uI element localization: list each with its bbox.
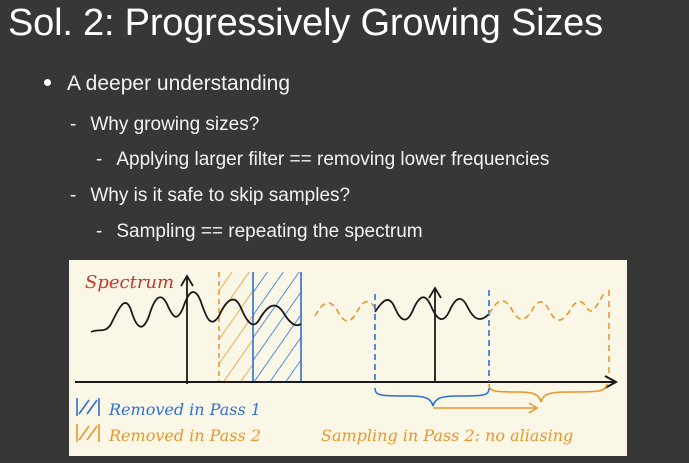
blue-hatch-region	[253, 272, 301, 382]
bullet-dot-icon	[44, 78, 51, 86]
blue-brace	[374, 387, 490, 407]
bullet-text: Sampling == repeating the spectrum	[116, 221, 423, 242]
spectrum-replica-right	[488, 291, 606, 321]
dash-marker: -	[96, 149, 103, 170]
bullet-text: A deeper understanding	[67, 72, 291, 95]
bullet-level3-sampling: - Sampling == repeating the spectrum	[96, 221, 423, 243]
dash-marker: -	[96, 221, 103, 242]
x-axis-arrow-icon	[604, 375, 619, 389]
bullet-text: Why is it safe to skip samples?	[90, 185, 351, 206]
y-axis-arrow-right-icon	[428, 286, 442, 299]
spectrum-sketch: Spectrum Removed in Pass 1 Removed in Pa…	[75, 272, 619, 445]
bullet-level1: A deeper understanding	[44, 72, 290, 96]
legend-orange-label: Removed in Pass 2	[108, 426, 261, 445]
bullet-level3-filter: - Applying larger filter == removing lowe…	[96, 149, 549, 171]
spectrum-sketch-figure: Spectrum Removed in Pass 1 Removed in Pa…	[69, 260, 627, 456]
slide-title: Sol. 2: Progressively Growing Sizes	[8, 2, 603, 44]
y-axis-arrow-left-icon	[180, 274, 194, 287]
bullet-level2-skip: - Why is it safe to skip samples?	[70, 185, 350, 207]
orange-brace	[488, 383, 608, 403]
bullet-level2-growing: - Why growing sizes?	[70, 114, 259, 136]
spectrum-curve-left	[90, 291, 302, 333]
legend-blue-label: Removed in Pass 1	[108, 400, 261, 419]
figure-caption: Sampling in Pass 2: no aliasing	[321, 426, 573, 445]
dash-marker: -	[70, 185, 77, 206]
orange-hatch-region	[219, 272, 253, 382]
shift-arrow-head-icon	[528, 402, 539, 414]
spectrum-replica-left	[314, 300, 376, 322]
legend-blue-swatch-icon	[76, 398, 100, 416]
bullet-text: Applying larger filter == removing lower…	[116, 149, 550, 170]
bullet-text: Why growing sizes?	[90, 114, 260, 135]
spectrum-curve-right	[374, 296, 490, 321]
dash-marker: -	[70, 114, 77, 135]
spectrum-label: Spectrum	[85, 272, 174, 293]
legend-orange-swatch-icon	[76, 424, 100, 442]
